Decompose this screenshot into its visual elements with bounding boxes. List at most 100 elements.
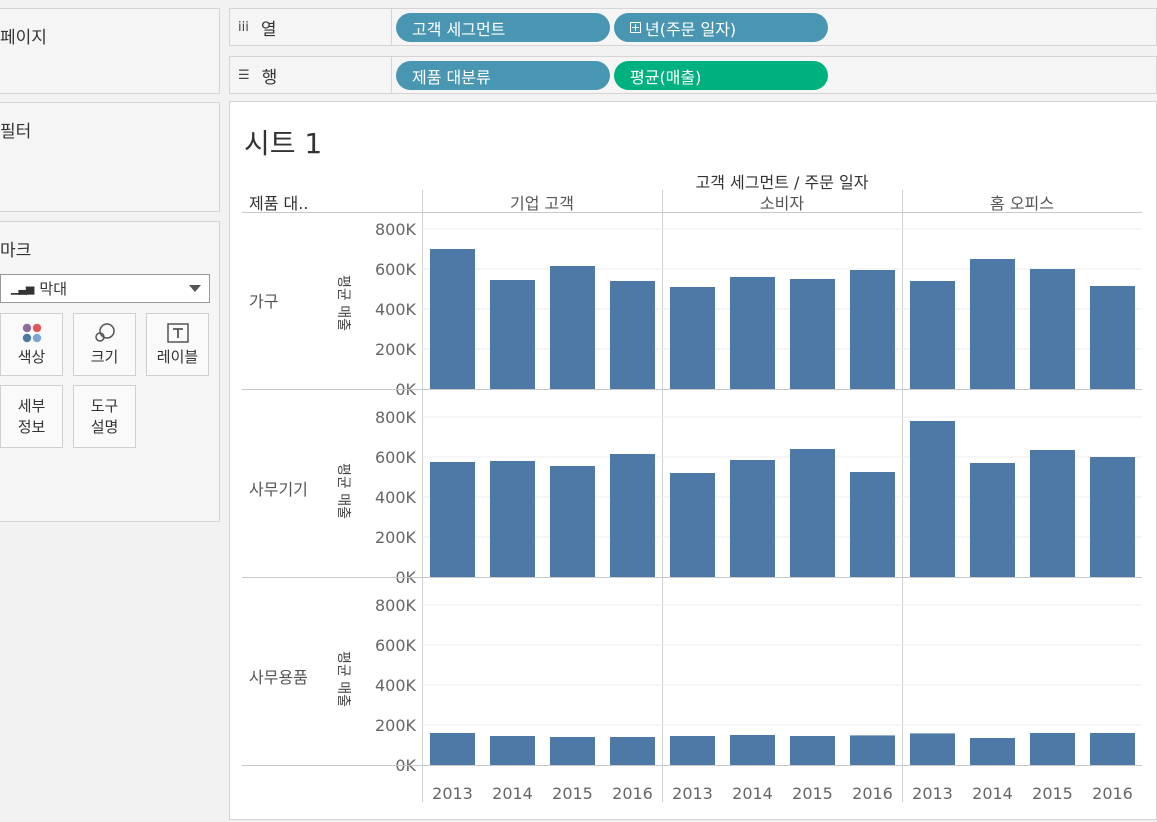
bar-0-1-0 [670,287,715,389]
bar-0-0-0 [430,249,475,389]
column-header-title: 고객 세그먼트 / 주문 일자 [696,173,869,192]
bar-0-1-3 [850,270,895,389]
bar-1-0-0 [430,462,475,577]
detail-label-line1: 세부 [17,396,46,415]
x-tick-label: 2016 [1092,784,1133,803]
x-tick-label: 2016 [852,784,893,803]
bar-1-0-2 [550,466,595,577]
bar-1-0-3 [610,454,655,577]
bar-2-1-1 [730,735,775,765]
bar-1-0-1 [490,461,535,577]
bar-1-1-3 [850,472,895,577]
color-dots-icon [22,323,41,343]
bar-2-0-0 [430,733,475,765]
bar-1-1-2 [790,449,835,577]
detail-button[interactable]: 세부 정보 [0,385,63,448]
x-tick-label: 2015 [552,784,593,803]
columns-shelf[interactable]: iii 열 고객 세그먼트 + 년(주문 일자) [229,8,1157,46]
text-label-icon [166,323,189,343]
label-button[interactable]: 레이블 [146,313,209,376]
y-tick-label: 400K [375,676,417,695]
y-tick-label: 600K [375,260,417,279]
marks-title: 마크 [0,241,32,261]
x-tick-label: 2016 [612,784,653,803]
pill-product-category[interactable]: 제품 대분류 [396,61,610,90]
y-tick-label: 800K [375,408,417,427]
bar-0-2-0 [910,281,955,389]
bar-1-2-2 [1030,450,1075,577]
color-label: 색상 [17,348,46,366]
bar-0-1-2 [790,279,835,389]
measure-axis-label: 평균 매출 [335,463,351,519]
x-tick-label: 2013 [912,784,953,803]
y-tick-label: 200K [375,528,417,547]
pages-title: 페이지 [0,28,47,48]
rows-shelf[interactable]: ☰ 행 제품 대분류 평균(매출) [229,56,1157,94]
y-tick-label: 400K [375,488,417,507]
label-label: 레이블 [156,348,199,366]
bar-0-2-1 [970,259,1015,389]
y-tick-label: 600K [375,636,417,655]
bar-2-0-2 [550,737,595,765]
bar-chart-icon: ▁▃▅ [11,282,34,295]
bar-0-0-1 [490,280,535,389]
filters-title: 필터 [0,122,32,142]
pill-customer-segment[interactable]: 고객 세그먼트 [396,13,610,42]
row-header-title: 제품 대.. [249,194,308,213]
bar-2-2-3 [1090,733,1135,765]
filters-panel[interactable]: 필터 [0,102,220,212]
measure-axis-label: 평균 매출 [335,651,351,707]
tooltip-label-line2: 설명 [90,417,119,436]
bar-2-0-1 [490,736,535,765]
bar-1-1-0 [670,473,715,577]
column-header-1: 소비자 [760,194,804,213]
bar-1-2-1 [970,463,1015,577]
measure-axis-label: 평균 매출 [335,275,351,331]
bar-0-0-3 [610,281,655,389]
size-circles-icon [94,323,115,342]
row-header-0: 가구 [249,292,278,311]
expand-plus-icon[interactable]: + [630,21,641,34]
x-tick-label: 2014 [732,784,773,803]
y-tick-label: 600K [375,448,417,467]
columns-shelf-label: iii 열 [230,9,392,45]
bar-0-1-1 [730,277,775,389]
bar-0-0-2 [550,266,595,389]
x-tick-label: 2015 [792,784,833,803]
y-tick-label: 200K [375,340,417,359]
rows-icon: ☰ [238,67,250,83]
bar-2-0-3 [610,737,655,765]
x-tick-label: 2014 [492,784,533,803]
bar-2-2-0 [910,733,955,765]
x-tick-label: 2013 [432,784,473,803]
rows-shelf-label: ☰ 행 [230,57,392,93]
chevron-down-icon [189,285,201,292]
marks-panel: 마크 ▁▃▅ 막대 색상 크기 레이블 세부 정보 도구 설명 [0,221,220,522]
size-button[interactable]: 크기 [73,313,136,376]
bar-2-1-2 [790,736,835,765]
x-tick-label: 2014 [972,784,1013,803]
bar-2-1-0 [670,736,715,765]
bar-2-2-1 [970,738,1015,765]
pill-avg-sales[interactable]: 평균(매출) [614,61,828,90]
y-tick-label: 800K [375,220,417,239]
bar-1-2-3 [1090,457,1135,577]
size-label: 크기 [90,348,119,366]
sheet-title: 시트 1 [244,127,323,160]
x-tick-label: 2015 [1032,784,1073,803]
mark-type-dropdown[interactable]: ▁▃▅ 막대 [0,274,210,303]
y-tick-label: 400K [375,300,417,319]
x-tick-label: 2013 [672,784,713,803]
pages-panel[interactable]: 페이지 [0,8,220,94]
column-header-2: 홈 오피스 [990,194,1054,213]
tooltip-button[interactable]: 도구 설명 [73,385,136,448]
y-tick-label: 200K [375,716,417,735]
tooltip-label-line1: 도구 [90,396,119,415]
row-header-1: 사무기기 [249,480,308,499]
bar-1-1-1 [730,460,775,577]
column-header-0: 기업 고객 [510,194,574,213]
columns-icon: iii [238,19,249,35]
pill-order-year[interactable]: + 년(주문 일자) [614,13,828,42]
color-button[interactable]: 색상 [0,313,63,376]
